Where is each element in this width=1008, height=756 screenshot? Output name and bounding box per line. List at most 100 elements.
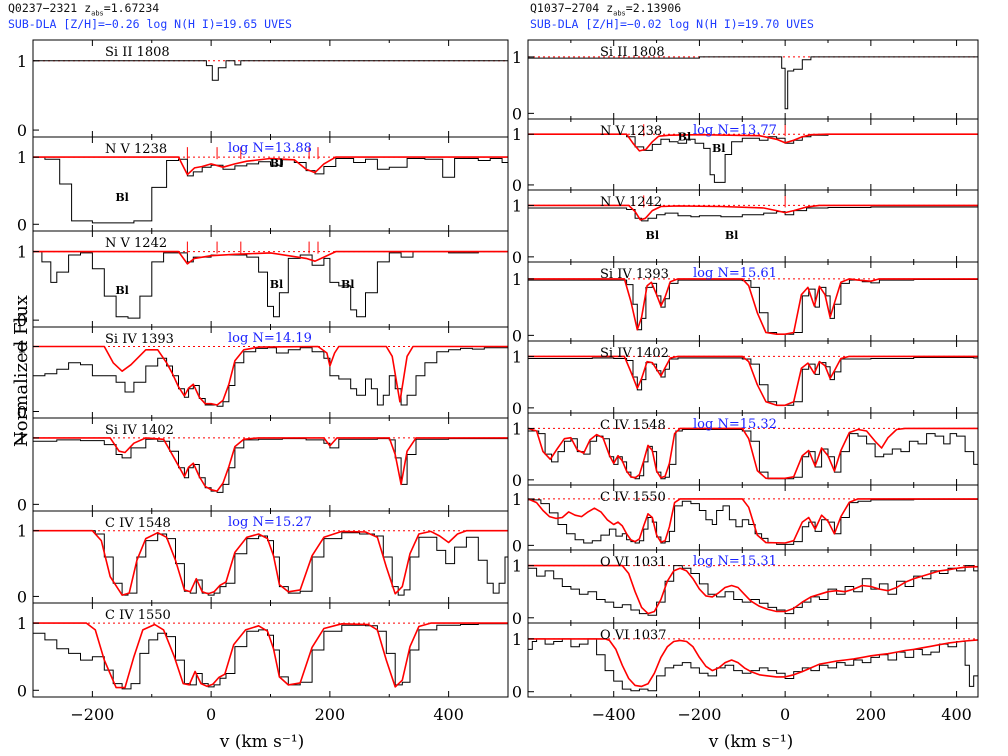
y-tick-label: 0 xyxy=(512,176,522,195)
left-panel-si-ii-1808: Si II 1808 1 0 xyxy=(17,39,509,140)
left-panel-si-iv-1393: Si IV 1393 log N=14.19 1 0 xyxy=(17,326,509,422)
model-fit xyxy=(528,278,978,335)
y-tick-label: 1 xyxy=(512,630,522,649)
observed-spectrum xyxy=(528,429,979,480)
left-header-subtitle: SUB-DLA [Z/H]=−0.26 log N(H I)=19.65 UVE… xyxy=(8,17,292,31)
model-fit xyxy=(33,437,508,492)
x-tick-label: 200 xyxy=(856,705,887,724)
model-fit xyxy=(528,564,979,615)
right-panel-c-iv-1548: C IV 1548 log N=15.32 1 0 xyxy=(512,412,979,490)
left-z-label: z xyxy=(84,1,92,15)
y-tick-label: 1 xyxy=(17,338,27,357)
panel-frame xyxy=(527,39,979,120)
ion-label: N V 1238 xyxy=(105,142,167,157)
blend-label: Bl xyxy=(270,157,283,170)
x-tick-label: 0 xyxy=(780,705,790,724)
x-tick-label: 400 xyxy=(941,705,972,724)
left-qso-name: Q0237−2321 xyxy=(8,1,78,15)
right-qso-name: Q1037−2704 xyxy=(530,1,600,15)
y-tick-label: 0 xyxy=(512,104,522,123)
blend-label: Bl xyxy=(725,229,738,242)
y-tick-label: 0 xyxy=(512,683,522,702)
ion-label: N V 1242 xyxy=(105,236,167,251)
y-tick-label: 1 xyxy=(17,429,27,448)
observed-spectrum xyxy=(528,206,978,222)
ion-label: N V 1238 xyxy=(600,124,662,139)
y-tick-label: 0 xyxy=(512,326,522,345)
observed-spectrum xyxy=(33,251,508,319)
ion-label: Si IV 1402 xyxy=(105,423,174,438)
logN-label: log N=13.88 xyxy=(228,141,312,156)
logN-label: log N=13.77 xyxy=(693,123,777,138)
y-tick-label: 0 xyxy=(17,311,27,330)
logN-label: log N=14.19 xyxy=(228,331,312,346)
ion-label: Si IV 1393 xyxy=(600,267,669,282)
x-tick-label: 400 xyxy=(433,705,464,724)
y-tick-label: 1 xyxy=(17,522,27,541)
right-panel-si-iv-1402: Si IV 1402 1 0 xyxy=(512,340,979,418)
y-tick-label: 1 xyxy=(512,347,522,366)
model-fit xyxy=(528,133,978,152)
logN-label: log N=15.27 xyxy=(228,515,312,530)
ion-label: C IV 1548 xyxy=(105,516,171,531)
blend-label: Bl xyxy=(678,130,691,143)
panel-frame xyxy=(527,622,979,698)
y-tick-label: 0 xyxy=(17,681,27,700)
model-fit xyxy=(33,529,508,596)
left-panel-c-iv-1550: C IV 1550 1 0 xyxy=(17,602,509,700)
logN-label: log N=15.31 xyxy=(693,554,777,569)
model-fit xyxy=(528,204,978,221)
observed-spectrum xyxy=(528,133,978,183)
y-tick-label: 0 xyxy=(17,403,27,422)
y-axis-label: Normalized Flux xyxy=(11,295,32,447)
ion-label: O VI 1031 xyxy=(600,555,667,570)
observed-spectrum xyxy=(33,156,509,224)
y-tick-label: 0 xyxy=(512,536,522,555)
model-fit xyxy=(33,622,508,689)
y-tick-label: 0 xyxy=(17,587,27,606)
right-z-value: =2.13906 xyxy=(625,1,682,15)
x-axis-label-right: v (km s⁻¹) xyxy=(708,732,794,752)
panel-frame xyxy=(527,340,979,414)
ion-label: C IV 1548 xyxy=(600,418,666,433)
blend-label: Bl xyxy=(115,284,128,297)
model-fit xyxy=(33,345,508,406)
x-tick-label: −400 xyxy=(592,705,636,724)
y-tick-label: 0 xyxy=(17,215,27,234)
y-tick-label: 1 xyxy=(17,52,27,71)
observed-spectrum xyxy=(528,498,979,545)
ion-label: Si IV 1393 xyxy=(105,332,174,347)
x-axis-label-left: v (km s⁻¹) xyxy=(219,732,305,752)
observed-spectrum xyxy=(33,623,509,690)
right-panel-si-ii-1808: Si II 1808 1 0 xyxy=(512,39,979,123)
y-tick-label: 0 xyxy=(17,121,27,140)
left-panel-n-v-1242: N V 1242 Bl Bl Bl 1 0 xyxy=(17,230,509,330)
blend-label: Bl xyxy=(341,278,354,291)
x-tick-label: −200 xyxy=(677,705,721,724)
y-tick-label: 0 xyxy=(512,471,522,490)
left-panel-si-iv-1402: Si IV 1402 1 0 xyxy=(17,417,509,514)
ion-label: Si II 1808 xyxy=(105,45,170,60)
model-fit xyxy=(33,156,508,176)
y-tick-label: 1 xyxy=(512,196,522,215)
right-z-sub: abs xyxy=(613,9,626,18)
observed-spectrum xyxy=(528,357,979,406)
ion-label: N V 1242 xyxy=(600,195,662,210)
x-tick-label: 0 xyxy=(206,705,216,724)
left-z-sub: abs xyxy=(91,9,104,18)
right-panel-o-vi-1037: O VI 1037 1 0 xyxy=(512,622,979,702)
model-fit xyxy=(527,498,978,544)
y-tick-label: 1 xyxy=(512,419,522,438)
right-panel-c-iv-1550: C IV 1550 1 0 xyxy=(512,484,979,555)
observed-spectrum xyxy=(528,638,979,692)
x-tick-label: 200 xyxy=(315,705,346,724)
y-tick-label: 1 xyxy=(512,557,522,576)
right-header-title: Q1037−2704 zabs=2.13906 xyxy=(530,1,681,17)
blend-label: Bl xyxy=(270,278,283,291)
y-tick-label: 1 xyxy=(512,490,522,509)
x-tick-label: −200 xyxy=(70,705,114,724)
blend-label: Bl xyxy=(115,191,128,204)
model-fit xyxy=(33,250,508,265)
